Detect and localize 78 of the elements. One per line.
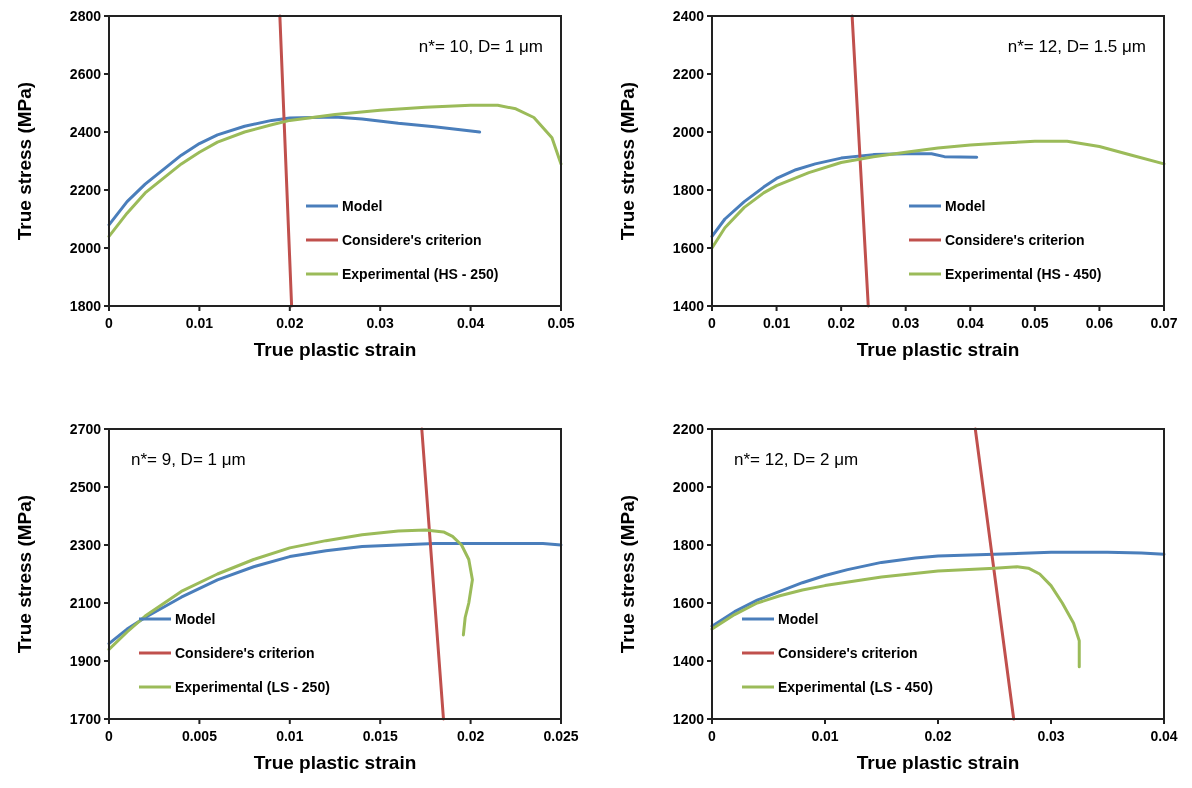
x-tick-label: 0.04 — [956, 315, 985, 331]
y-tick-label: 2600 — [69, 65, 102, 82]
y-tick-label: 2200 — [672, 65, 705, 82]
x-tick-label: 0.025 — [543, 728, 579, 744]
x-tick-label: 0.02 — [924, 728, 952, 744]
x-tick-label: 0.03 — [366, 315, 395, 331]
line-series — [710, 565, 1081, 669]
line-series — [710, 139, 1166, 250]
y-tick-label: 2100 — [69, 594, 102, 611]
y-axis-title: True stress (MPa) — [617, 81, 638, 241]
x-tick-label: 0.01 — [762, 315, 791, 331]
y-tick-label: 2300 — [69, 536, 102, 553]
x-tick-label: 0.05 — [1021, 315, 1049, 331]
y-tick-label: 1400 — [672, 297, 705, 314]
x-tick-label: 0.01 — [185, 315, 214, 331]
legend-label: Model — [342, 197, 383, 214]
annotation: n*= 12, D= 1.5 μm — [1007, 37, 1146, 56]
y-tick-label: 2200 — [69, 181, 102, 198]
y-axis-title: True stress (MPa) — [14, 494, 35, 654]
y-axis-title: True stress (MPa) — [617, 494, 638, 654]
legend-label: Model — [945, 197, 986, 214]
y-tick-label: 1800 — [69, 297, 102, 314]
x-tick-label: 0.02 — [276, 315, 304, 331]
x-tick-label: 0 — [708, 728, 717, 744]
y-tick-label: 2000 — [672, 478, 705, 495]
x-tick-label: 0.05 — [547, 315, 575, 331]
x-axis-title: True plastic strain — [856, 752, 1020, 773]
y-tick-label: 1800 — [672, 181, 705, 198]
x-axis-title: True plastic strain — [253, 339, 417, 360]
legend-label: Model — [175, 610, 216, 627]
legend-label: Considere's criterion — [778, 644, 918, 661]
x-tick-label: 0.03 — [892, 315, 920, 331]
legend-label: Considere's criterion — [945, 231, 1085, 248]
line-series — [107, 115, 482, 227]
x-tick-label: 0.01 — [811, 728, 839, 744]
legend-label: Experimental (LS - 450) — [778, 678, 933, 695]
y-tick-label: 1600 — [672, 594, 705, 611]
y-tick-label: 2200 — [672, 420, 705, 437]
y-tick-label: 1200 — [672, 710, 705, 727]
legend-label: Model — [778, 610, 819, 627]
y-tick-label: 1700 — [69, 710, 102, 727]
x-tick-label: 0.07 — [1150, 315, 1178, 331]
x-tick-label: 0.02 — [827, 315, 855, 331]
y-tick-label: 2000 — [672, 123, 705, 140]
legend-label: Considere's criterion — [342, 231, 482, 248]
x-tick-label: 0.03 — [1037, 728, 1065, 744]
y-axis-title: True stress (MPa) — [14, 81, 35, 241]
line-series — [107, 542, 563, 646]
y-tick-label: 2000 — [69, 239, 102, 256]
legend-label: Considere's criterion — [175, 644, 315, 661]
y-tick-label: 2400 — [672, 7, 705, 24]
line-series — [710, 550, 1166, 628]
x-tick-label: 0.02 — [456, 728, 485, 744]
x-axis-title: True plastic strain — [856, 339, 1020, 360]
legend-label: Experimental (LS - 250) — [175, 678, 330, 695]
annotation: n*= 12, D= 2 μm — [734, 450, 859, 469]
x-tick-label: 0 — [708, 315, 717, 331]
y-tick-label: 2400 — [69, 123, 102, 140]
y-tick-label: 2700 — [69, 420, 102, 437]
x-tick-label: 0.01 — [276, 728, 304, 744]
y-tick-label: 1900 — [69, 652, 102, 669]
x-axis-title: True plastic strain — [253, 752, 417, 773]
legend-label: Experimental (HS - 250) — [342, 265, 499, 282]
x-tick-label: 0.005 — [181, 728, 218, 744]
x-tick-label: 0.04 — [456, 315, 485, 331]
legend-label: Experimental (HS - 450) — [945, 265, 1102, 282]
x-tick-label: 0 — [105, 315, 114, 331]
y-tick-label: 1600 — [672, 239, 705, 256]
x-tick-label: 0.04 — [1150, 728, 1178, 744]
y-tick-label: 2800 — [69, 7, 102, 24]
y-tick-label: 2500 — [69, 478, 102, 495]
annotation: n*= 9, D= 1 μm — [131, 450, 246, 469]
y-tick-label: 1800 — [672, 536, 705, 553]
x-tick-label: 0 — [105, 728, 114, 744]
y-tick-label: 1400 — [672, 652, 705, 669]
x-tick-label: 0.06 — [1085, 315, 1114, 331]
x-tick-label: 0.015 — [362, 728, 398, 744]
annotation: n*= 10, D= 1 μm — [418, 37, 543, 56]
